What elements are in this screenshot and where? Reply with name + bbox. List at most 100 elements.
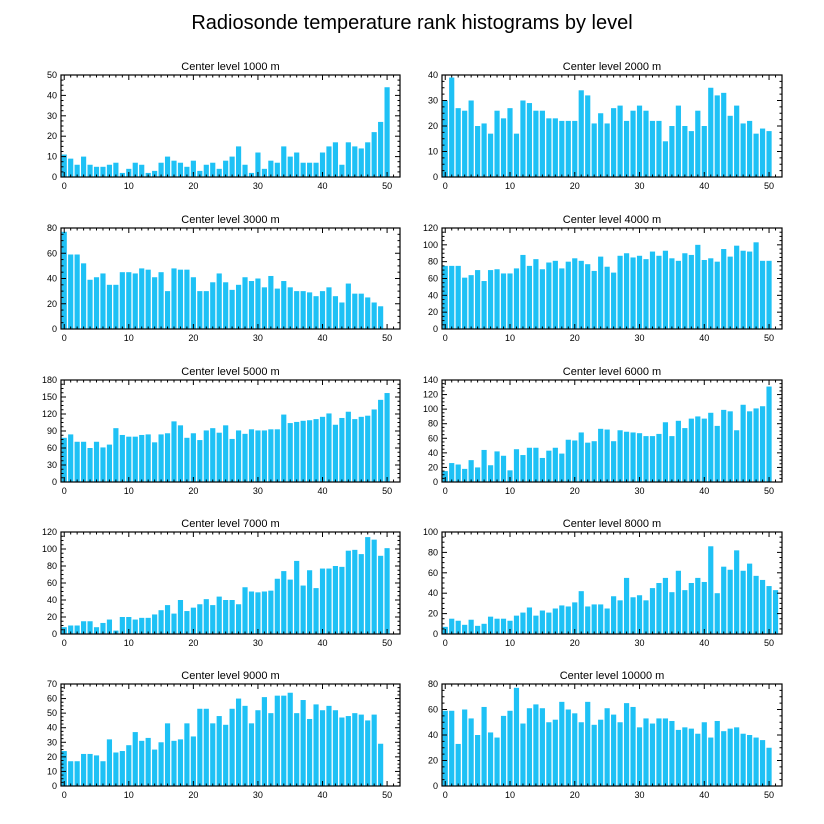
histogram-bar [701,581,707,634]
histogram-bar [747,120,753,177]
histogram-bar [513,615,520,634]
y-tick-label: 50 [47,70,57,80]
histogram-bar [462,624,468,634]
histogram-bar [68,158,74,177]
histogram-bar [520,723,526,786]
histogram-bar [675,729,681,786]
histogram-bar [171,613,177,634]
histogram-bar [533,615,539,634]
y-tick-label: 180 [42,375,57,385]
y-tick-label: 60 [428,433,438,443]
histogram-bar [210,428,216,482]
histogram-panel: Center level 9000 m 0 10 20 30 40 50 0 10 20 30 40 5… [47,670,401,800]
histogram-bar [68,254,74,329]
histogram-bar [636,255,643,329]
x-tick-label: 30 [253,790,263,800]
x-tick-label: 40 [318,790,328,800]
histogram-bar [636,727,643,786]
histogram-bar [513,449,520,482]
histogram-bar [734,245,740,329]
x-tick-label: 0 [443,486,448,496]
histogram-bar [455,620,461,634]
histogram-bar [74,441,80,482]
histogram-bar [242,164,248,177]
histogram-bar [93,441,100,482]
y-tick-label: 100 [42,544,57,554]
histogram-bar [708,546,714,634]
histogram-bar [449,77,455,177]
histogram-bar [552,118,558,177]
histogram-bar [565,261,571,329]
histogram-bar [721,249,727,329]
histogram-panel: Center level 6000 m 0 10 20 30 40 50 0 20 40 60 80 1… [423,366,783,496]
histogram-bar [598,604,604,634]
histogram-bar [145,269,151,329]
panel-title: Center level 8000 m [563,518,661,530]
histogram-bar [113,162,119,177]
histogram-panel: Center level 2000 m 0 10 20 30 40 50 0 10 20 30 40 [428,61,783,191]
histogram-bar [656,433,662,482]
histogram-bar [747,735,753,786]
histogram-bar [481,281,487,329]
histogram-bar [378,399,384,482]
histogram-bar [274,578,280,634]
histogram-bar [274,429,280,482]
x-tick-label: 20 [570,333,580,343]
figure-title: Radiosonde temperature rank histograms b… [191,12,632,34]
histogram-bar [339,717,345,786]
histogram-bar [675,420,681,482]
histogram-bar [287,692,293,786]
histogram-bar [475,126,481,177]
x-tick-label: 50 [764,790,774,800]
x-tick-label: 40 [318,181,328,191]
histogram-bar [649,436,656,482]
histogram-panel: Center level 7000 m 0 10 20 30 40 50 0 20 40 60 80 1… [42,518,401,648]
histogram-bar [759,260,766,329]
y-tick-label: 20 [47,299,57,309]
y-tick-label: 80 [47,223,57,233]
histogram-bar [274,162,280,177]
x-tick-label: 30 [253,333,263,343]
histogram-bar [455,265,461,329]
histogram-bar [636,433,643,482]
y-tick-label: 0 [52,781,57,791]
histogram-bar [507,108,513,177]
histogram-bar [300,291,306,329]
histogram-bar [152,749,158,786]
histogram-bar [152,277,158,329]
histogram-bar [268,713,274,786]
histogram-bar [145,737,151,786]
histogram-bar [481,623,487,634]
histogram-bar [365,537,371,634]
histogram-bar [662,577,669,634]
y-tick-label: 100 [423,240,438,250]
histogram-bar [300,585,306,634]
histogram-bar [662,422,669,482]
histogram-bar [145,434,151,482]
histogram-bar [611,272,617,329]
histogram-panels: Center level 1000 m 0 10 20 30 40 50 0 10 20 30 40 5… [42,61,783,800]
histogram-bar [500,118,507,177]
y-tick-label: 20 [428,307,438,317]
histogram-bar [307,292,313,329]
histogram-bar [766,747,772,786]
x-tick-label: 10 [124,181,134,191]
histogram-bar [268,590,274,634]
histogram-bar [559,605,565,634]
histogram-bar [68,434,74,482]
histogram-bar [87,279,93,329]
histogram-bar [126,436,132,482]
y-tick-label: 120 [423,390,438,400]
histogram-bar [520,612,526,634]
histogram-bar [649,251,656,329]
histogram-bar [617,600,623,634]
histogram-bar [152,170,158,177]
histogram-bar [126,617,132,634]
histogram-bar [526,265,533,329]
histogram-bar [378,306,384,329]
histogram-bar [223,282,229,329]
histogram-bar [572,602,578,634]
x-tick-label: 50 [382,333,392,343]
histogram-bar [759,740,766,786]
histogram-bar [598,256,604,329]
